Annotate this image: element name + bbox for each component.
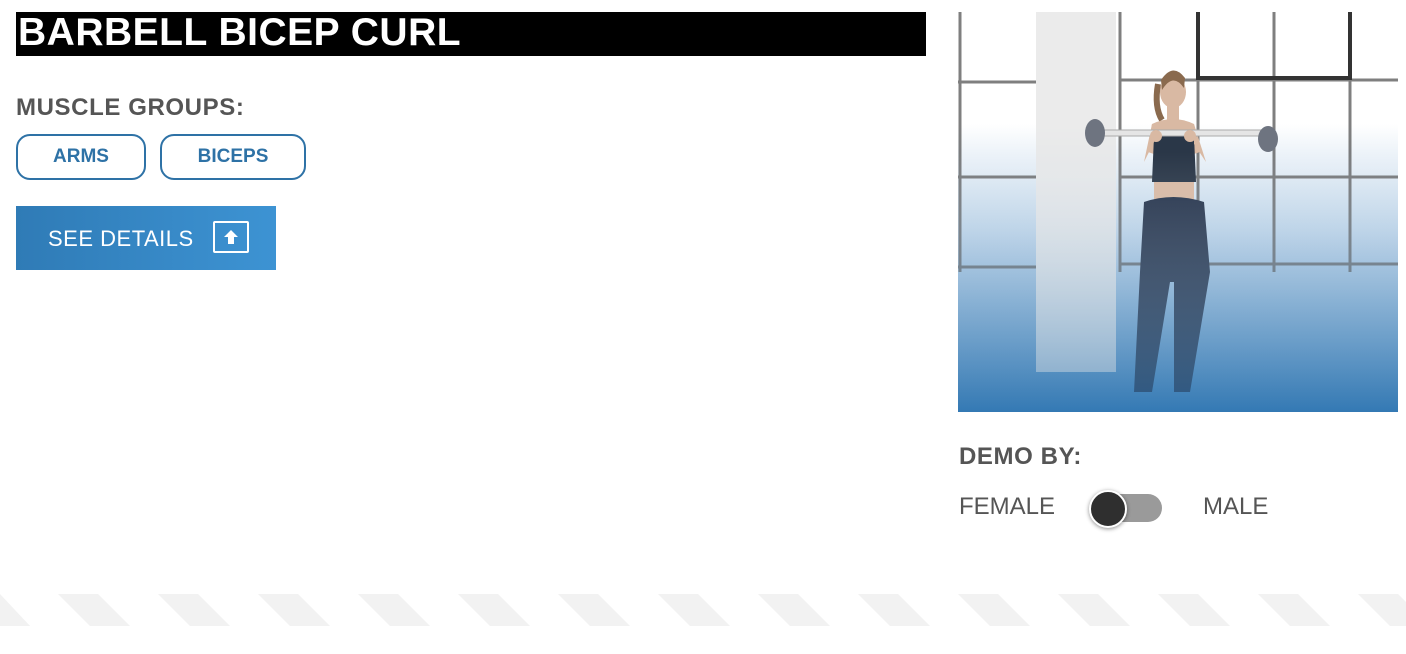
see-details-button[interactable]: SEE DETAILS (16, 206, 276, 270)
exercise-title: BARBELL BICEP CURL (18, 11, 462, 54)
male-label[interactable]: MALE (1203, 493, 1269, 520)
muscle-tag-biceps[interactable]: BICEPS (160, 134, 306, 180)
muscle-groups-label: MUSCLE GROUPS: (16, 94, 245, 121)
muscle-tag-arms[interactable]: ARMS (16, 134, 146, 180)
decorative-stripe-divider (0, 594, 1406, 626)
demo-gender-toggle-knob[interactable] (1089, 490, 1127, 528)
demo-by-label: DEMO BY: (959, 443, 1083, 470)
exercise-demo-image (958, 12, 1398, 412)
upload-arrow-icon (213, 221, 249, 253)
female-label[interactable]: FEMALE (959, 493, 1056, 520)
exercise-title-bar: BARBELL BICEP CURL (16, 11, 926, 56)
see-details-label: SEE DETAILS (48, 226, 194, 251)
